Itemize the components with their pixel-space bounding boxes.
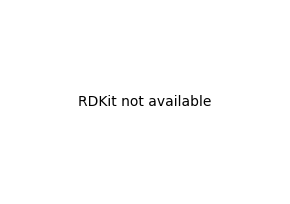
Text: RDKit not available: RDKit not available bbox=[78, 95, 212, 109]
